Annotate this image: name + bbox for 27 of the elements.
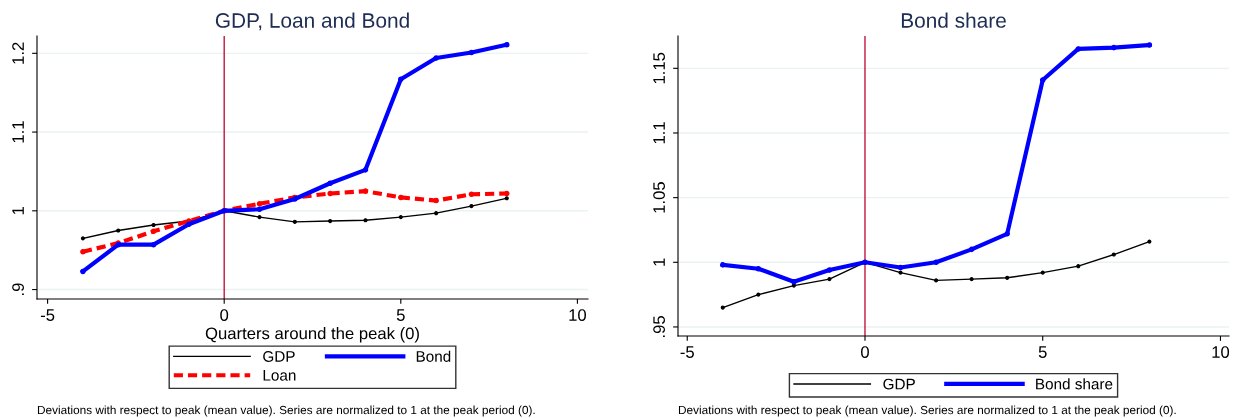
y-tick-label: 1.1 xyxy=(653,122,665,144)
text: Deviations with respect to peak (mean value). Series are normalized to 1 at the peak period (0). xyxy=(37,405,535,417)
legend-label: Loan xyxy=(263,370,296,381)
legend-label: GDP xyxy=(263,351,295,362)
x-tick-label: 5 xyxy=(1038,346,1047,358)
x-tick-label: 0 xyxy=(861,346,869,358)
legend-label: Bond share xyxy=(1036,378,1113,390)
y-tick-label: .9 xyxy=(12,283,24,295)
y-tick-label: 1.05 xyxy=(653,182,665,213)
legend-label: GDP xyxy=(883,378,915,390)
chart-title: GDP, Loan and Bond xyxy=(215,12,409,31)
x-tick-label: -5 xyxy=(40,309,55,321)
chart-title: Bond share xyxy=(901,12,1006,28)
y-tick-label: 1.1 xyxy=(12,121,24,143)
y-tick-label: 1.15 xyxy=(653,52,665,84)
legend-label: Bond xyxy=(416,350,451,362)
x-tick-label: -5 xyxy=(680,346,694,358)
x-tick-label: 10 xyxy=(569,309,587,321)
y-tick-label: .95 xyxy=(653,316,665,338)
x-axis-title: Quarters around the peak (0) xyxy=(205,327,419,343)
text: Deviations with respect to peak (mean value). Series are normalized to 1 at the peak period (0). xyxy=(678,405,1176,417)
y-tick-label: 1 xyxy=(12,206,24,215)
y-tick-label: 1 xyxy=(653,258,665,266)
x-tick-label: 5 xyxy=(396,309,405,321)
x-tick-label: 10 xyxy=(1212,346,1230,358)
y-tick-label: 1.2 xyxy=(12,42,24,64)
x-tick-label: 0 xyxy=(220,309,229,321)
